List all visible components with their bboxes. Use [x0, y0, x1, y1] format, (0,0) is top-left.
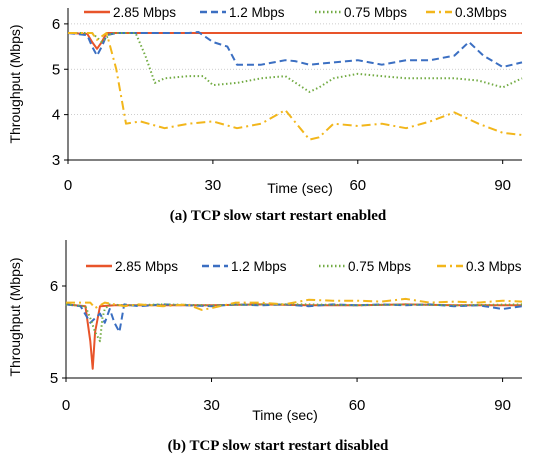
chart-b-legend-label-0: 2.85 Mbps — [115, 259, 178, 274]
chart-b-legend-label-1: 1.2 Mbps — [231, 259, 287, 274]
chart-b-series-line-1 — [65, 303, 523, 333]
chart-b-series — [65, 297, 523, 370]
chart-b-y-tick-label: 6 — [50, 278, 58, 295]
chart-a-legend-label-2: 0.75 Mbps — [344, 5, 407, 20]
chart-b-x-label: Time (sec) — [252, 407, 318, 423]
chart-b-y-ticks: 56 — [50, 278, 66, 387]
chart-a-legend-label-3: 0.3Mbps — [455, 5, 507, 20]
chart-b-series-line-2 — [65, 303, 523, 343]
chart-b-series-line-0 — [65, 303, 522, 370]
chart-a-y-tick-label: 6 — [52, 16, 60, 33]
chart-b-y-label: Throughput (Mbps) — [7, 257, 23, 376]
chart-a-gridlines — [68, 23, 522, 116]
chart-b: 56 0 30 60 90 Time (sec) Throughput (Mbps) … — [7, 240, 523, 454]
chart-a-x-tick-label: 90 — [494, 177, 511, 194]
chart-b-x-tick-label: 60 — [349, 397, 366, 414]
chart-a-x-tick-label: 0 — [64, 177, 72, 194]
chart-b-caption: (b) TCP slow start restart disabled — [168, 438, 389, 454]
chart-a-x-tick-label: 30 — [205, 177, 222, 194]
chart-a-series — [67, 31, 523, 141]
chart-a-y-label: Throughput (Mbps) — [7, 24, 23, 143]
chart-a-x-label: Time (sec) — [267, 180, 333, 196]
chart-a-x-ticks: 0 30 60 90 — [64, 160, 511, 194]
chart-a: 3 4 5 6 0 30 60 90 Time (sec) Throughput (Mbps… — [7, 5, 523, 224]
chart-b-y-tick-label: 5 — [50, 370, 58, 387]
chart-b-x-tick-label: 30 — [203, 397, 220, 414]
chart-b-legend-label-3: 0.3 Mbps — [466, 259, 522, 274]
chart-a-y-tick-label: 4 — [52, 107, 60, 124]
chart-a-legend: 2.85 Mbps 1.2 Mbps 0.75 Mbps 0.3Mbps — [84, 5, 507, 20]
chart-a-legend-label-0: 2.85 Mbps — [113, 5, 176, 20]
chart-a-series-line-3 — [68, 32, 523, 141]
chart-a-y-ticks: 3 4 5 6 — [52, 16, 68, 169]
chart-a-y-tick-label: 5 — [52, 61, 60, 78]
chart-a-caption: (a) TCP slow start restart enabled — [170, 208, 387, 224]
chart-a-legend-label-1: 1.2 Mbps — [229, 5, 285, 20]
chart-a-x-tick-label: 60 — [349, 177, 366, 194]
chart-b-legend: 2.85 Mbps 1.2 Mbps 0.75 Mbps 0.3 Mbps — [86, 259, 522, 274]
chart-b-x-ticks: 0 30 60 90 — [62, 378, 511, 414]
chart-a-series-line-2 — [68, 32, 523, 93]
chart-a-series-line-1 — [67, 31, 523, 68]
chart-a-y-tick-label: 3 — [52, 152, 60, 169]
chart-b-x-tick-label: 90 — [494, 397, 511, 414]
chart-b-legend-label-2: 0.75 Mbps — [348, 259, 411, 274]
chart-b-x-tick-label: 0 — [62, 397, 70, 414]
